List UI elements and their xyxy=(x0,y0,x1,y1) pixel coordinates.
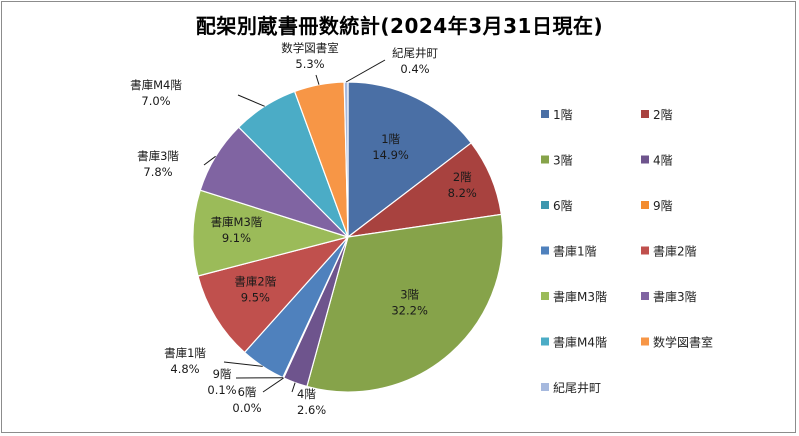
legend-swatch-書庫2階 xyxy=(641,246,649,255)
legend-swatch-6階 xyxy=(541,201,549,209)
pie-slice-紀尾井町 xyxy=(343,81,349,238)
legend-swatch-2階 xyxy=(641,110,649,118)
legend-label-書庫2階: 書庫2階 xyxy=(653,244,697,259)
data-label-percent-書庫M3階: 9.1% xyxy=(222,231,251,245)
legend-label-書庫1階: 書庫1階 xyxy=(553,244,597,259)
pie-slice-3階 xyxy=(306,213,504,393)
leader-line-6階 xyxy=(262,377,284,393)
legend-label-書庫M4階: 書庫M4階 xyxy=(553,335,607,350)
data-label-percent-書庫M4階: 7.0% xyxy=(141,94,170,108)
legend-label-紀尾井町: 紀尾井町 xyxy=(553,381,601,395)
data-label-name-書庫2階: 書庫2階 xyxy=(234,274,276,288)
legend-label-書庫3階: 書庫3階 xyxy=(653,289,697,304)
pie-slice-書庫M3階 xyxy=(192,189,351,277)
data-label-percent-書庫2階: 9.5% xyxy=(241,290,270,304)
leader-lines xyxy=(203,59,386,393)
data-label-name-9階: 9階 xyxy=(213,367,232,381)
legend-swatch-1階 xyxy=(541,110,549,118)
data-label-name-数学図書室: 数学図書室 xyxy=(281,41,339,55)
data-label-name-書庫M4階: 書庫M4階 xyxy=(130,78,182,92)
data-label-name-書庫M3階: 書庫M3階 xyxy=(211,215,263,229)
legend-swatch-書庫M4階 xyxy=(541,337,549,346)
data-label-name-1階: 1階 xyxy=(381,132,400,146)
legend-swatch-数学図書室 xyxy=(641,337,649,346)
legend-swatch-書庫3階 xyxy=(641,292,649,300)
legend-swatch-4階 xyxy=(641,155,649,164)
legend-swatch-書庫1階 xyxy=(541,246,549,255)
data-label-percent-紀尾井町: 0.4% xyxy=(400,62,429,76)
pie-slices xyxy=(192,81,504,393)
legend-label-1階: 1階 xyxy=(553,107,573,122)
pie-slice-1階 xyxy=(347,81,473,239)
data-label-percent-6階: 0.0% xyxy=(232,401,261,415)
legend-label-書庫M3階: 書庫M3階 xyxy=(553,289,607,304)
leader-line-数学図書室 xyxy=(315,74,320,85)
legend-label-9階: 9階 xyxy=(653,198,673,213)
data-label-percent-数学図書室: 5.3% xyxy=(295,57,324,71)
leader-line-書庫1階 xyxy=(223,361,263,367)
data-label-name-3階: 3階 xyxy=(400,288,419,302)
legend-swatch-紀尾井町 xyxy=(541,383,549,391)
legend-label-6階: 6階 xyxy=(553,198,573,213)
data-label-name-4階: 4階 xyxy=(297,387,316,401)
chart-title: 配架別蔵書冊数統計(2024年3月31日現在) xyxy=(195,14,604,38)
data-label-name-書庫3階: 書庫3階 xyxy=(137,149,179,163)
data-label-name-書庫1階: 書庫1階 xyxy=(164,346,206,360)
data-label-percent-書庫3階: 7.8% xyxy=(143,165,172,179)
leader-line-紀尾井町 xyxy=(345,59,386,83)
data-label-percent-2階: 8.2% xyxy=(448,186,477,200)
data-label-name-2階: 2階 xyxy=(453,170,472,184)
data-label-name-紀尾井町: 紀尾井町 xyxy=(392,46,438,60)
legend-swatch-9階 xyxy=(641,201,649,209)
pie-slice-書庫2階 xyxy=(197,235,350,354)
data-label-percent-書庫1階: 4.8% xyxy=(170,362,199,376)
data-labels: 1階 14.9% 2階 8.2% 3階 32.2% 4階 2.6% 6階 0.0% 9階 0.1% 書庫… xyxy=(130,41,477,417)
legend-swatch-3階 xyxy=(541,155,549,164)
legend-swatch-書庫M3階 xyxy=(541,292,549,300)
data-label-percent-3階: 32.2% xyxy=(391,304,428,318)
legend-label-2階: 2階 xyxy=(653,107,673,122)
data-label-percent-9階: 0.1% xyxy=(207,383,236,397)
leader-line-書庫M4階 xyxy=(237,94,265,107)
leader-line-4階 xyxy=(291,382,296,393)
leader-line-書庫3階 xyxy=(203,155,216,166)
data-label-percent-4階: 2.6% xyxy=(297,403,326,417)
legend-label-3階: 3階 xyxy=(553,153,573,168)
data-label-percent-1階: 14.9% xyxy=(372,148,409,162)
data-label-name-6階: 6階 xyxy=(238,385,257,399)
legend-label-4階: 4階 xyxy=(653,153,673,168)
legend-label-数学図書室: 数学図書室 xyxy=(653,335,713,350)
